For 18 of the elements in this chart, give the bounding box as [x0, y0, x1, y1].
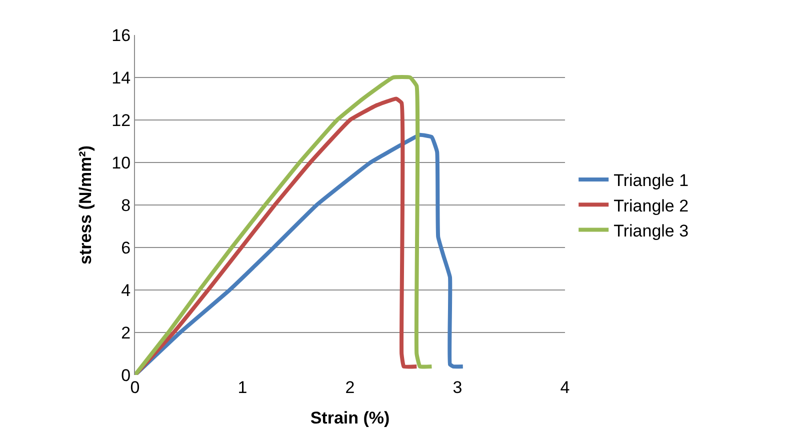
y-tick-label: 10 [112, 153, 131, 172]
y-tick-label: 12 [112, 110, 131, 130]
y-tick-label: 6 [121, 238, 131, 258]
x-axis-title: Strain (%) [310, 408, 390, 428]
y-tick-label: 0 [121, 366, 131, 385]
x-tick-label: 2 [345, 378, 355, 397]
legend-label: Triangle 1 [614, 171, 689, 190]
x-tick-label: 4 [560, 378, 570, 397]
y-tick-label: 2 [121, 323, 131, 342]
x-tick-label: 3 [452, 378, 462, 397]
y-tick-label: 8 [121, 196, 131, 215]
x-tick-label: 1 [238, 378, 248, 397]
legend-label: Triangle 2 [614, 196, 689, 216]
y-axis-title: stress (N/mm²) [76, 145, 96, 265]
y-tick-label: 14 [112, 68, 131, 88]
y-tick-label: 4 [121, 280, 131, 300]
y-tick-label: 16 [112, 26, 131, 45]
legend-label: Triangle 3 [614, 221, 689, 240]
